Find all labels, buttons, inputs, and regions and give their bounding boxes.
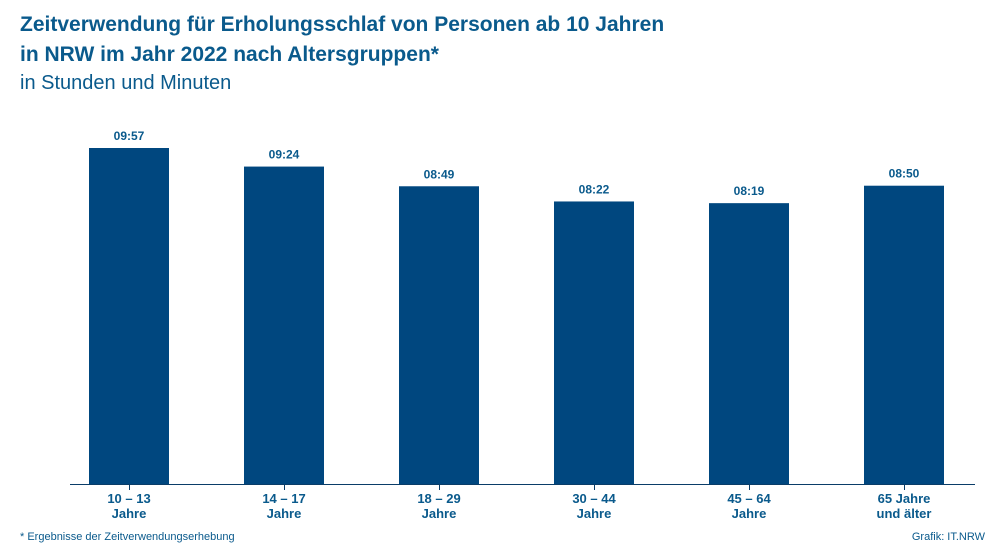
- chart-title-line-2: in NRW im Jahr 2022 nach Altersgruppen*: [20, 43, 439, 66]
- category-label-4-1: Jahre: [732, 506, 767, 521]
- category-label-2-1: Jahre: [422, 506, 457, 521]
- value-label-4: 08:19: [734, 184, 765, 198]
- bar-2: [399, 186, 479, 484]
- bar-5: [864, 185, 944, 484]
- chart-title-line-1: Zeitverwendung für Erholungsschlaf von P…: [20, 13, 665, 36]
- category-label-4-0: 45 – 64: [727, 491, 771, 506]
- value-label-3: 08:22: [579, 182, 610, 196]
- category-label-0-0: 10 – 13: [107, 491, 150, 506]
- bar-0: [89, 148, 169, 484]
- value-label-5: 08:50: [889, 167, 920, 181]
- category-label-1-1: Jahre: [267, 506, 302, 521]
- value-label-2: 08:49: [424, 167, 455, 181]
- bar-3: [554, 201, 634, 484]
- category-label-0-1: Jahre: [112, 506, 147, 521]
- bar-4: [709, 203, 789, 485]
- category-label-5-0: 65 Jahre: [878, 491, 931, 506]
- value-label-1: 09:24: [269, 148, 300, 162]
- chart-title: Zeitverwendung für Erholungsschlaf von P…: [20, 10, 664, 70]
- chart-subtitle: in Stunden und Minuten: [20, 72, 232, 94]
- category-label-1-0: 14 – 17: [262, 491, 305, 506]
- source-credit: Grafik: IT.NRW: [911, 531, 985, 543]
- category-label-3-0: 30 – 44: [572, 491, 616, 506]
- category-label-5-1: und älter: [877, 506, 932, 521]
- bar-1: [244, 166, 324, 484]
- category-label-3-1: Jahre: [577, 506, 612, 521]
- footnote: * Ergebnisse der Zeitverwendungserhebung: [20, 531, 235, 543]
- category-label-2-0: 18 – 29: [417, 491, 460, 506]
- value-label-0: 09:57: [114, 129, 145, 143]
